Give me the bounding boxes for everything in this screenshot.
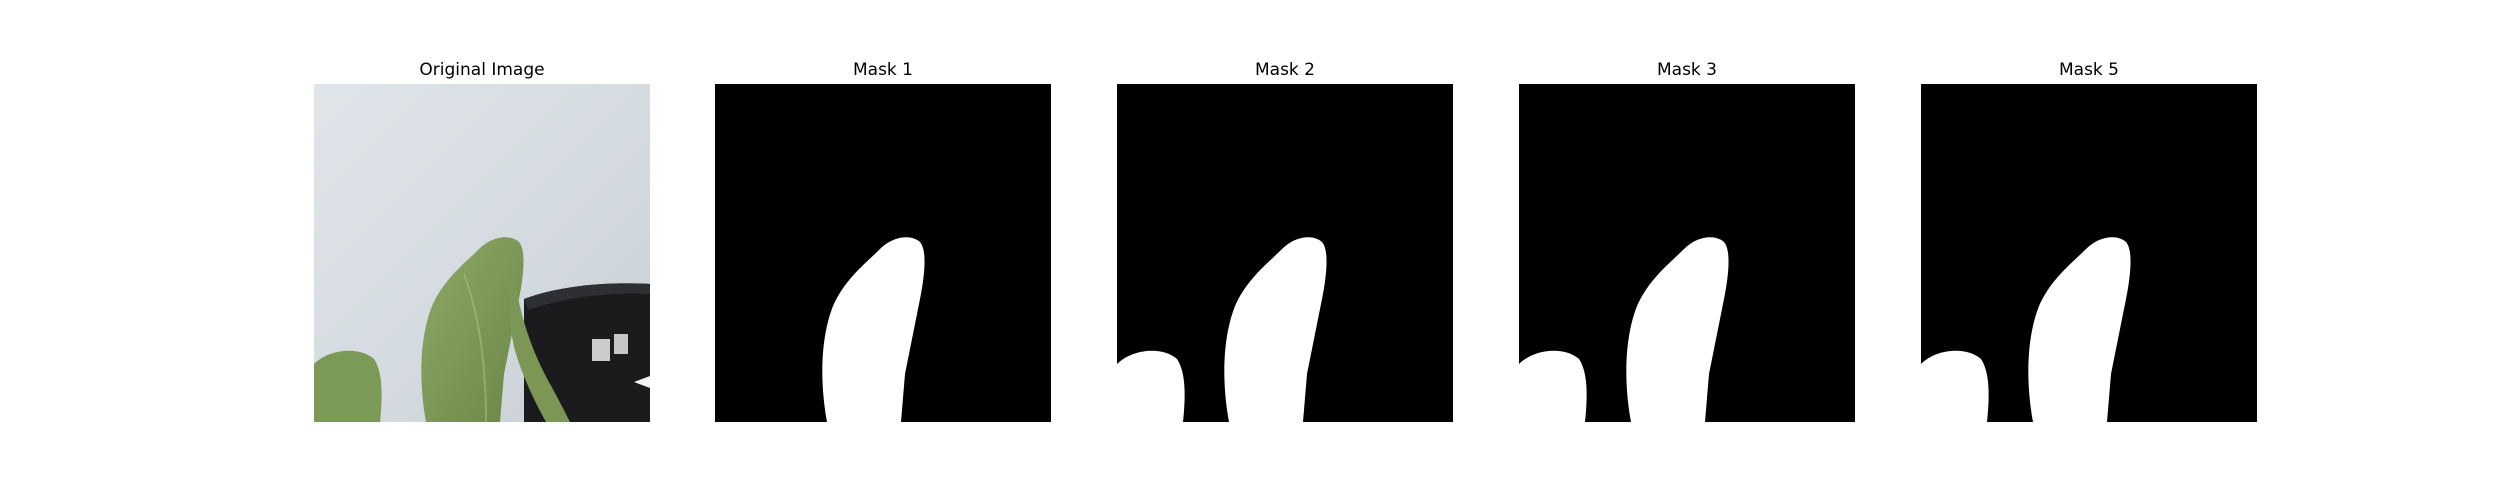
pot-label-highlight-2	[614, 334, 628, 354]
pot-glare	[634, 376, 650, 388]
mask-leaf-region	[1626, 237, 1729, 422]
panel-title-mask-5: Mask 5	[2058, 60, 2119, 80]
leaf-stem	[509, 264, 570, 422]
pot-rim	[524, 283, 650, 310]
mask-3-panel	[1519, 84, 1855, 422]
mask-5-image	[1921, 84, 2257, 422]
panel-title-mask-3: Mask 3	[1656, 60, 1717, 80]
mask-1-panel	[715, 84, 1051, 422]
mask-3-image	[1519, 84, 1855, 422]
pot-label-highlight	[592, 339, 610, 361]
mask-leaf-region	[822, 237, 925, 422]
mask-5-panel	[1921, 84, 2257, 422]
panel-title-mask-2: Mask 2	[1254, 60, 1315, 80]
leaf-vein	[463, 273, 487, 422]
small-leaf	[314, 350, 382, 422]
mask-small-leaf-region	[1921, 350, 1989, 422]
mask-small-leaf-region	[1519, 350, 1587, 422]
pot-shape	[524, 283, 650, 422]
mask-2-image	[1117, 84, 1453, 422]
panel-title-original-image: Original Image	[419, 60, 545, 80]
large-leaf	[421, 237, 524, 422]
mask-2-panel	[1117, 84, 1453, 422]
panel-title-mask-1: Mask 1	[852, 60, 913, 80]
mask-leaf-region	[2028, 237, 2131, 422]
mask-1-image	[715, 84, 1051, 422]
mask-small-leaf-region	[1117, 350, 1185, 422]
mask-leaf-region	[1224, 237, 1327, 422]
original-image	[314, 84, 650, 422]
original-image-panel	[314, 84, 650, 422]
